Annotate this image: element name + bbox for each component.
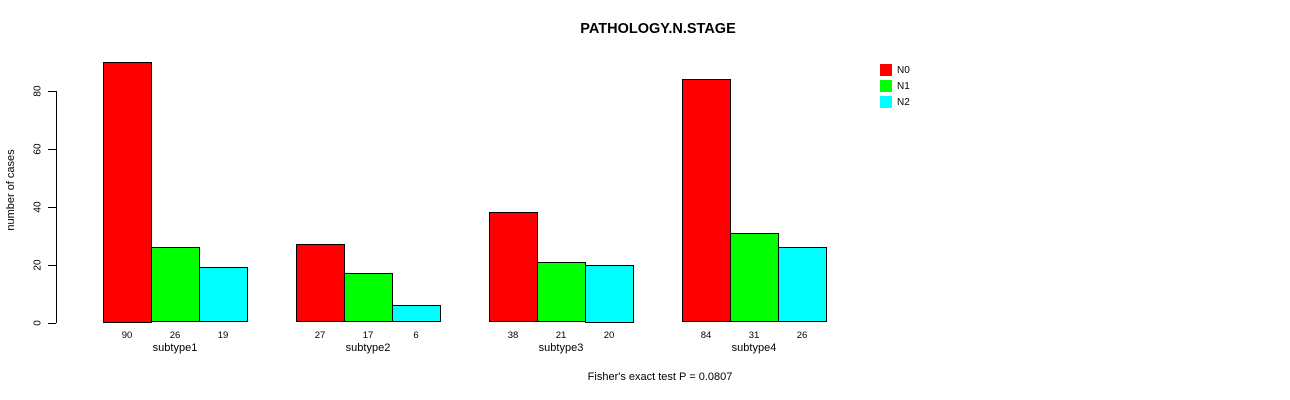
bar-value-label: 6 bbox=[413, 330, 419, 341]
bar-value-label: 84 bbox=[700, 330, 712, 341]
x-axis-category-label: subtype3 bbox=[538, 342, 584, 354]
bar-n0-subtype4 bbox=[682, 78, 731, 323]
bar-n0-subtype1 bbox=[103, 61, 152, 323]
bar-value-label: 26 bbox=[169, 330, 181, 341]
x-axis-category-label: subtype2 bbox=[345, 342, 391, 354]
bar-n2-subtype2 bbox=[392, 305, 441, 323]
bar-value-label: 38 bbox=[507, 330, 519, 341]
y-axis-line bbox=[56, 90, 57, 323]
bar-n1-subtype2 bbox=[344, 273, 393, 323]
y-tick-label: 20 bbox=[32, 258, 44, 271]
bar-n2-subtype1 bbox=[199, 267, 248, 323]
legend-swatch-n2 bbox=[880, 96, 892, 108]
legend: N0 N1 N2 bbox=[880, 62, 910, 110]
legend-swatch-n1 bbox=[880, 80, 892, 92]
bar-value-label: 17 bbox=[362, 330, 374, 341]
bar-n1-subtype1 bbox=[151, 247, 200, 323]
legend-item-n2: N2 bbox=[880, 94, 910, 110]
bar-value-label: 21 bbox=[555, 330, 567, 341]
y-tick bbox=[48, 264, 56, 266]
legend-item-n1: N1 bbox=[880, 78, 910, 94]
legend-label: N2 bbox=[897, 96, 910, 108]
bar-value-label: 90 bbox=[121, 330, 133, 341]
bar-n2-subtype3 bbox=[585, 264, 634, 323]
y-tick bbox=[48, 148, 56, 150]
y-tick-label: 80 bbox=[32, 84, 44, 97]
legend-swatch-n0 bbox=[880, 64, 892, 76]
x-axis-category-label: subtype4 bbox=[731, 342, 777, 354]
legend-label: N1 bbox=[897, 80, 910, 92]
legend-label: N0 bbox=[897, 64, 910, 76]
y-tick-label: 40 bbox=[32, 200, 44, 213]
bar-value-label: 26 bbox=[796, 330, 808, 341]
bar-n2-subtype4 bbox=[778, 247, 827, 323]
bar-n0-subtype2 bbox=[296, 244, 345, 323]
bar-value-label: 19 bbox=[217, 330, 229, 341]
y-tick bbox=[48, 90, 56, 92]
bar-n1-subtype4 bbox=[730, 232, 779, 323]
footnote-pvalue: Fisher's exact test P = 0.0807 bbox=[587, 371, 733, 383]
y-tick bbox=[48, 322, 56, 324]
bar-value-label: 27 bbox=[314, 330, 326, 341]
y-tick bbox=[48, 206, 56, 208]
bar-value-label: 31 bbox=[748, 330, 760, 341]
bar-n0-subtype3 bbox=[489, 212, 538, 323]
y-tick-label: 0 bbox=[32, 319, 44, 326]
y-tick-label: 60 bbox=[32, 142, 44, 155]
x-axis-category-label: subtype1 bbox=[152, 342, 198, 354]
legend-item-n0: N0 bbox=[880, 62, 910, 78]
y-axis-label: number of cases bbox=[5, 149, 17, 231]
bar-value-label: 20 bbox=[603, 330, 615, 341]
bar-n1-subtype3 bbox=[537, 261, 586, 323]
chart-title: PATHOLOGY.N.STAGE bbox=[580, 21, 736, 37]
